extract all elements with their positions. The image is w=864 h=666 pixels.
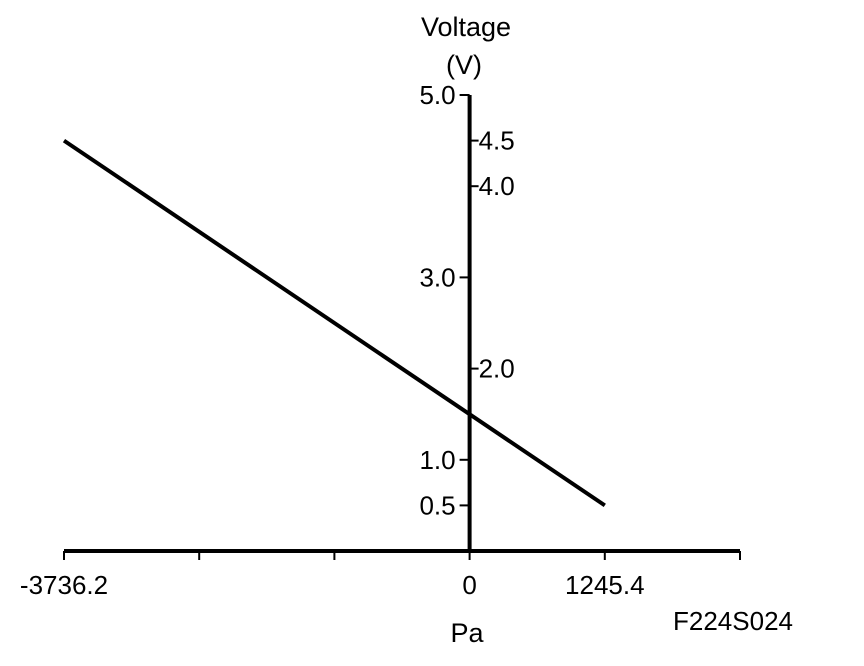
series-line	[62, 138, 606, 508]
x-tick-label: 0	[462, 570, 476, 600]
y-tick-label-left: 1.0	[419, 445, 455, 475]
y-tick-label-right: 4.0	[479, 171, 515, 201]
ticks: -3736.2 0 1245.4 5.0 3.0 1.0 0.5 4.5 4.0 2.0	[20, 80, 741, 600]
y-tick-label-right: 2.0	[479, 354, 515, 384]
y-axis-label-line2: (V)	[446, 50, 482, 80]
axes	[64, 95, 740, 553]
series	[62, 138, 606, 508]
y-tick-label-left: 5.0	[419, 80, 455, 110]
x-tick-label: 1245.4	[565, 570, 645, 600]
y-tick-label-right: 4.5	[479, 126, 515, 156]
x-axis-label: Pa	[450, 618, 484, 648]
y-axis-label-line1: Voltage	[421, 12, 511, 42]
x-tick-label: -3736.2	[20, 570, 108, 600]
labels: Voltage (V) Pa F224S024	[421, 12, 793, 648]
y-tick-label-left: 3.0	[419, 262, 455, 292]
figure-id: F224S024	[673, 606, 793, 636]
y-tick-label-left: 0.5	[419, 490, 455, 520]
